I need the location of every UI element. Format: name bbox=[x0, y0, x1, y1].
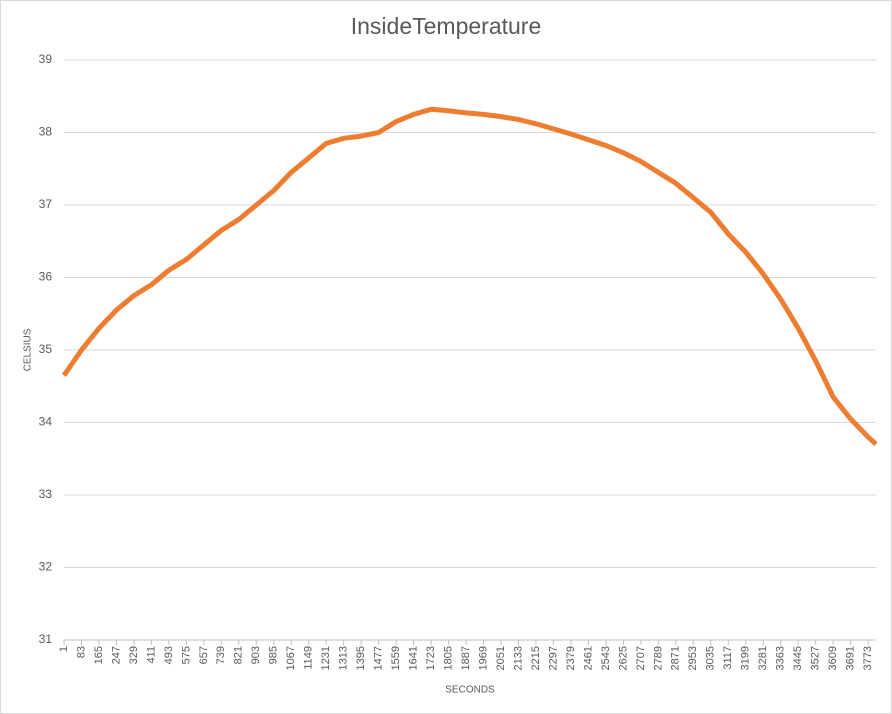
y-tick-label: 39 bbox=[39, 52, 53, 66]
x-tick-label: 2871 bbox=[670, 646, 682, 670]
x-tick-label: 1887 bbox=[460, 646, 472, 670]
x-tick-label: 3691 bbox=[845, 646, 857, 670]
x-tick-label: 493 bbox=[163, 646, 175, 664]
x-tick-label: 2543 bbox=[600, 646, 612, 670]
x-tick-label: 1723 bbox=[425, 646, 437, 670]
x-tick-label: 2707 bbox=[635, 646, 647, 670]
x-tick-label: 1559 bbox=[390, 646, 402, 670]
x-tick-label: 2789 bbox=[652, 646, 664, 670]
y-tick-label: 36 bbox=[39, 270, 53, 284]
x-tick-label: 985 bbox=[268, 646, 280, 664]
y-tick-label: 31 bbox=[39, 632, 53, 646]
x-tick-label: 3281 bbox=[757, 646, 769, 670]
data-line bbox=[61, 106, 878, 447]
x-tick-label: 2379 bbox=[565, 646, 577, 670]
x-tick-label: 1149 bbox=[303, 646, 315, 670]
x-tick-label: 3773 bbox=[862, 646, 874, 670]
x-tick-label: 2133 bbox=[512, 646, 524, 670]
x-tick-label: 2953 bbox=[687, 646, 699, 670]
x-tick-label: 1067 bbox=[285, 646, 297, 670]
x-tick-label: 575 bbox=[180, 646, 192, 664]
x-tick-label: 1641 bbox=[408, 646, 420, 670]
y-tick-label: 34 bbox=[39, 415, 53, 429]
x-tick-label: 3527 bbox=[810, 646, 822, 670]
x-tick-label: 1395 bbox=[355, 646, 367, 670]
x-tick-label: 657 bbox=[198, 646, 210, 664]
x-tick-label: 903 bbox=[250, 646, 262, 664]
y-axis-title: CELSIUS bbox=[23, 328, 34, 371]
x-tick-label: 2051 bbox=[495, 646, 507, 670]
x-tick-label: 3609 bbox=[827, 646, 839, 670]
x-tick-label: 329 bbox=[128, 646, 140, 664]
x-tick-label: 739 bbox=[215, 646, 227, 664]
x-tick-label: 3035 bbox=[705, 646, 717, 670]
x-tick-label: 165 bbox=[93, 646, 105, 664]
y-tick-label: 35 bbox=[39, 342, 53, 356]
y-tick-label: 37 bbox=[39, 197, 53, 211]
x-tick-label: 3363 bbox=[775, 646, 787, 670]
x-tick-label: 2461 bbox=[582, 646, 594, 670]
x-tick-label: 1231 bbox=[320, 646, 332, 670]
x-axis-title: SECONDS bbox=[445, 685, 495, 696]
x-tick-label: 3445 bbox=[792, 646, 804, 670]
x-tick-label: 3117 bbox=[722, 646, 734, 670]
x-tick-label: 2297 bbox=[547, 646, 559, 670]
x-tick-label: 83 bbox=[75, 646, 87, 658]
x-tick-label: 411 bbox=[145, 646, 157, 664]
x-tick-label: 2215 bbox=[530, 646, 542, 670]
x-tick-label: 1 bbox=[58, 646, 70, 652]
x-tick-label: 3199 bbox=[740, 646, 752, 670]
x-tick-label: 2625 bbox=[617, 646, 629, 670]
x-tick-label: 1969 bbox=[477, 646, 489, 670]
y-tick-label: 32 bbox=[39, 560, 53, 574]
x-tick-label: 247 bbox=[110, 646, 122, 664]
chart-title: InsideTemperature bbox=[351, 13, 542, 39]
x-tick-label: 1477 bbox=[373, 646, 385, 670]
x-tick-label: 1805 bbox=[442, 646, 454, 670]
y-tick-label: 33 bbox=[39, 487, 53, 501]
y-tick-label: 38 bbox=[39, 125, 53, 139]
x-tick-label: 821 bbox=[233, 646, 245, 664]
x-tick-label: 1313 bbox=[338, 646, 350, 670]
